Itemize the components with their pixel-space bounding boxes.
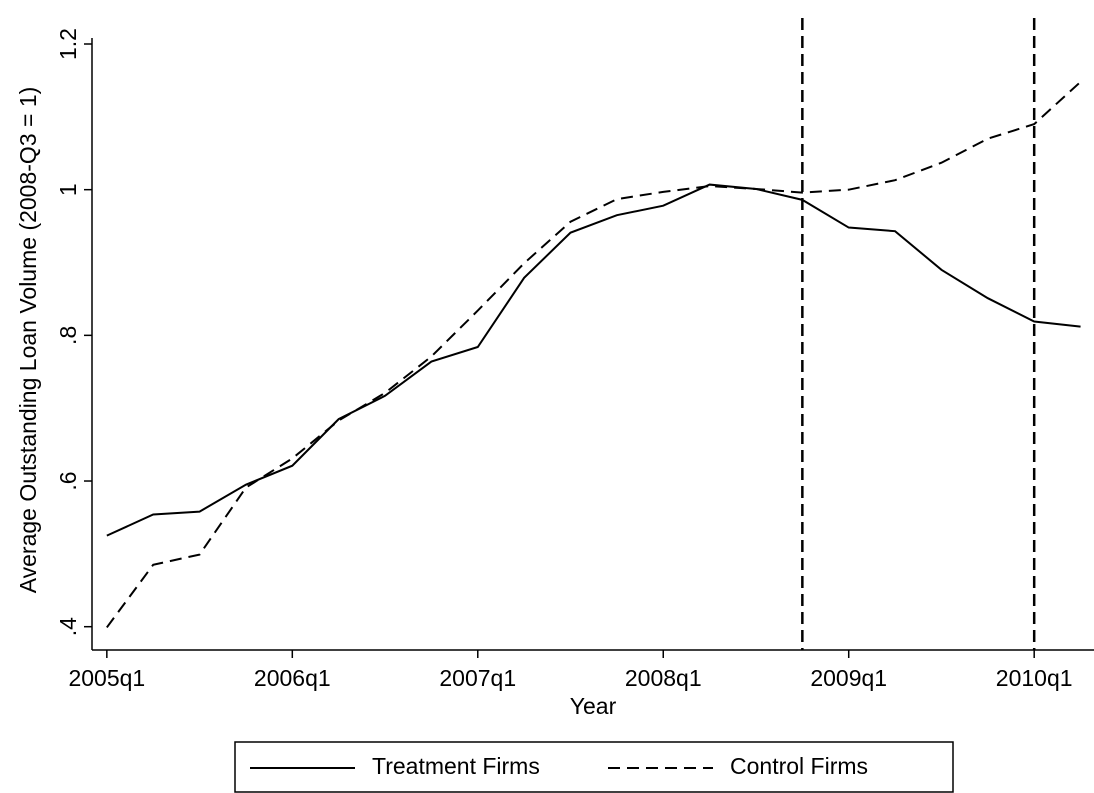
y-tick-label: .8 [55,326,81,345]
legend-label: Control Firms [730,753,868,779]
x-tick-label: 2008q1 [625,665,702,691]
x-tick-label: 2006q1 [254,665,331,691]
y-axis-title: Average Outstanding Loan Volume (2008-Q3… [15,87,41,594]
x-tick-label: 2009q1 [810,665,887,691]
x-tick-label: 2007q1 [439,665,516,691]
y-tick-label: .4 [55,617,81,636]
y-tick-label: 1.2 [55,28,81,60]
series-line [106,81,1082,629]
x-tick-label: 2010q1 [996,665,1073,691]
y-tick-label: 1 [55,183,81,196]
x-axis-title: Year [570,693,617,719]
legend-box [234,741,954,793]
series-line [106,183,1081,537]
legend-label: Treatment Firms [372,753,540,779]
x-tick-label: 2005q1 [68,665,145,691]
y-tick-label: .6 [55,471,81,490]
